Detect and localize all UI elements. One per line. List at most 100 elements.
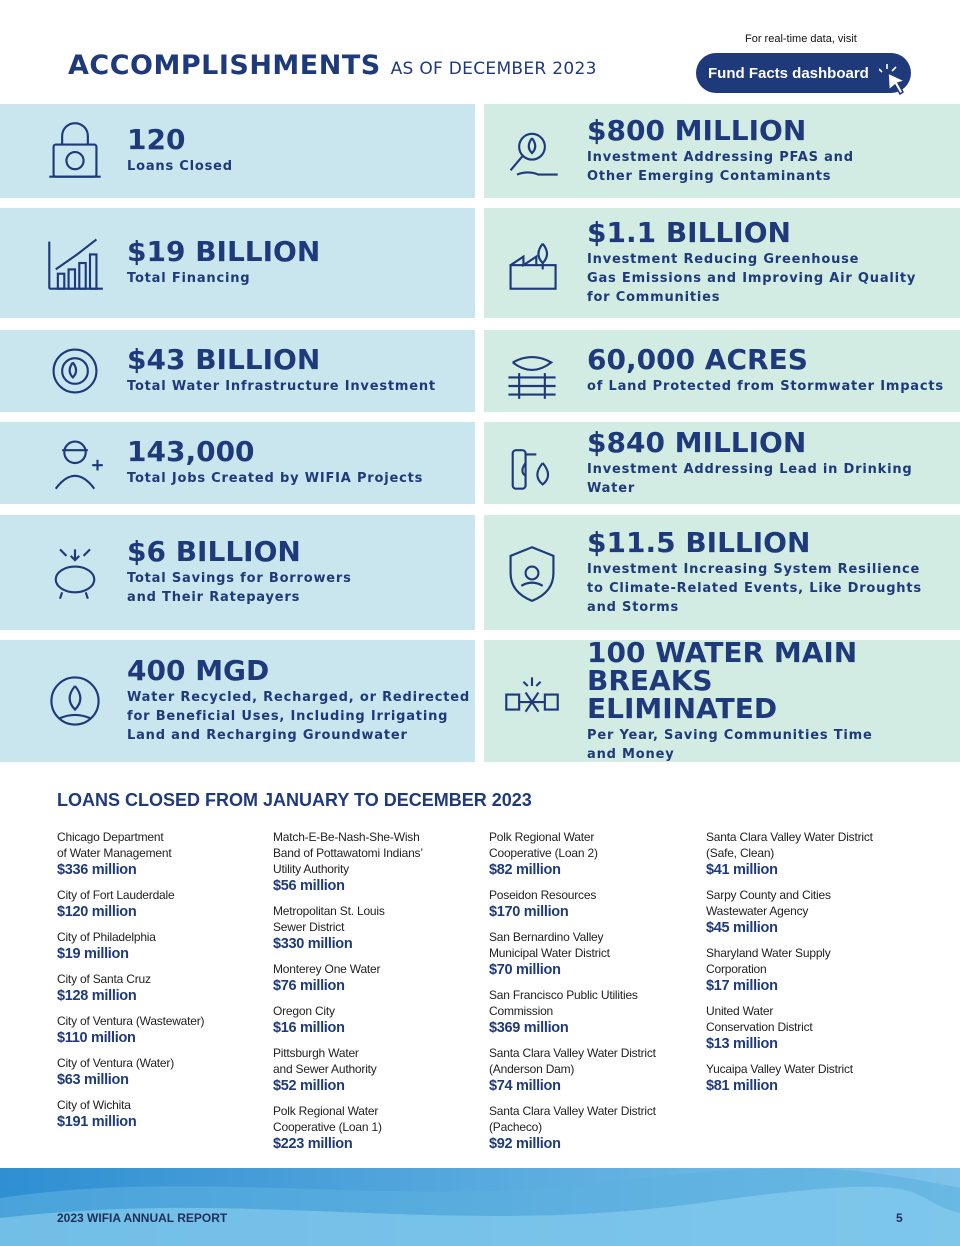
figure: 60,000 ACRES	[587, 343, 808, 376]
loan-name: City of Ventura (Wastewater)	[57, 1014, 205, 1028]
loan-name: Polk Regional Water	[489, 830, 595, 844]
description-line: for Beneficial Uses, Including Irrigatin…	[127, 709, 449, 724]
description: Total Water Infrastructure Investment	[127, 377, 436, 396]
description: Total Financing	[127, 269, 320, 288]
tile-text: $6 BILLION Total Savings for Borrowers and…	[127, 538, 352, 607]
tile-icon	[48, 238, 103, 290]
loan-amount: $17 million	[706, 978, 778, 994]
figure: 143,000	[127, 435, 255, 468]
figure: $11.5 BILLION	[587, 525, 811, 559]
loan-column: Polk Regional Water Cooperative (Loan 2) $…	[489, 829, 699, 1161]
tile-icon	[509, 243, 557, 290]
loan-entry: City of Wichita $191 million	[57, 1097, 267, 1132]
dashboard-button[interactable]: Fund Facts dashboard	[696, 53, 911, 96]
figure: $19 BILLION	[127, 235, 321, 268]
accomplishment-tile: $19 BILLION Total Financing	[0, 208, 475, 318]
loan-amount: $330 million	[273, 936, 353, 952]
button-label: Fund Facts dashboard	[708, 64, 869, 82]
loan-entry: Match-E-Be-Nash-She-Wish Band of Pottawat…	[273, 829, 483, 896]
tile-text: 60,000 ACRES of Land Protected from Storm…	[587, 346, 944, 396]
accomplishment-tile: 120 Loans Closed	[0, 104, 475, 198]
tile-text: 120 Loans Closed	[127, 126, 233, 176]
loan-name: Yucaipa Valley Water District	[706, 1062, 853, 1076]
loan-amount: $13 million	[706, 1036, 778, 1052]
figure: $800 MILLION	[587, 113, 807, 147]
description-line: Land and Recharging Groundwater	[127, 728, 408, 743]
description-line: to Climate-Related Events, Like Droughts	[587, 580, 922, 596]
loan-name: City of Fort Lauderdale	[57, 888, 175, 902]
description-line: Gas Emissions and Improving Air Quality	[587, 271, 917, 286]
tile-text: $19 BILLION Total Financing	[127, 238, 320, 288]
loan-name: Commission	[489, 1004, 554, 1018]
loan-name: Band of Pottawatomi Indians’	[273, 846, 423, 860]
description: Total Jobs Created by WIFIA Projects	[127, 469, 423, 488]
loan-entry: Yucaipa Valley Water District $81 million	[706, 1061, 916, 1096]
loan-amount: $170 million	[489, 904, 569, 920]
footer-page: 5	[896, 1211, 903, 1225]
tile-icon	[511, 449, 550, 490]
description: Investment Reducing Greenhouse Gas Emissi…	[587, 250, 916, 307]
loan-amount: $76 million	[273, 978, 345, 994]
loan-entry: Santa Clara Valley Water District (Pachec…	[489, 1103, 699, 1154]
loan-entry: Sharyland Water Supply Corporation $17 mil…	[706, 945, 916, 996]
description-line: Per Year, Saving Communities Time	[587, 727, 873, 743]
loan-name: Oregon City	[273, 1004, 335, 1018]
tile-text: $800 MILLION Investment Addressing PFAS a…	[587, 113, 854, 186]
description: Investment Increasing System Resilience t…	[587, 560, 922, 617]
figure: 100 WATER MAIN BREAKS ELIMINATED	[587, 635, 858, 725]
accomplishment-tile: 100 WATER MAIN BREAKS ELIMINATED Per Year…	[484, 635, 960, 764]
description-line: Water Recycled, Recharged, or Redirected	[127, 690, 470, 705]
loan-amount: $191 million	[57, 1114, 137, 1130]
description: Investment Addressing PFAS and Other Emer…	[587, 148, 854, 186]
loan-entry: Chicago Department of Water Management $33…	[57, 829, 267, 880]
tile-icon	[54, 440, 103, 490]
description-line: for Communities	[587, 290, 721, 305]
link-note: For real-time data, visit	[745, 33, 857, 45]
tile-icon	[49, 122, 101, 178]
tile-text: $1.1 BILLION Investment Reducing Greenhou…	[587, 219, 916, 307]
description-line: Total Savings for Borrowers	[127, 571, 352, 586]
loan-amount: $16 million	[273, 1020, 345, 1036]
loan-entry: Santa Clara Valley Water District (Safe, …	[706, 829, 916, 880]
description-line: Total Water Infrastructure Investment	[127, 379, 436, 394]
loan-entry: United Water Conservation District $13 mil…	[706, 1003, 916, 1054]
description-line: and Storms	[587, 599, 680, 615]
loan-entry: Monterey One Water $76 million	[273, 961, 483, 996]
figure: 400 MGD	[127, 654, 270, 687]
loan-entry: City of Ventura (Wastewater) $110 million	[57, 1013, 267, 1048]
loan-name: Conservation District	[706, 1020, 813, 1034]
loan-name: San Bernardino Valley	[489, 930, 604, 944]
description-line: Total Jobs Created by WIFIA Projects	[127, 471, 424, 486]
description: Per Year, Saving Communities Time and Mon…	[587, 726, 897, 764]
title-main: ACCOMPLISHMENTS	[68, 50, 381, 81]
loan-column: Chicago Department of Water Management $33…	[57, 829, 267, 1139]
loan-column: Match-E-Be-Nash-She-Wish Band of Pottawat…	[273, 829, 483, 1161]
description: Water Recycled, Recharged, or Redirected…	[127, 688, 470, 745]
tile-icon	[505, 677, 559, 713]
figure: 120	[127, 123, 186, 156]
loan-name: City of Ventura (Water)	[57, 1056, 174, 1070]
loan-name: of Water Management	[57, 846, 172, 860]
loan-entry: Metropolitan St. Louis Sewer District $330…	[273, 903, 483, 954]
loan-name: Cooperative (Loan 1)	[273, 1120, 382, 1134]
loan-name: Pittsburgh Water	[273, 1046, 359, 1060]
loan-name: San Francisco Public Utilities	[489, 988, 638, 1002]
page-title: ACCOMPLISHMENTS AS OF DECEMBER 2023	[68, 50, 597, 81]
description-line: Investment Increasing System Resilience	[587, 561, 921, 577]
loan-name: (Safe, Clean)	[706, 846, 775, 860]
loan-name: Cooperative (Loan 2)	[489, 846, 598, 860]
tile-icon	[50, 676, 100, 726]
loan-entry: Sarpy County and Cities Wastewater Agency…	[706, 887, 916, 938]
loan-entry: Polk Regional Water Cooperative (Loan 2) $…	[489, 829, 699, 880]
description: Investment Addressing Lead in Drinking W…	[587, 460, 960, 498]
loan-amount: $110 million	[57, 1030, 136, 1046]
loan-name: (Anderson Dam)	[489, 1062, 575, 1076]
figure: $1.1 BILLION	[587, 216, 791, 249]
accomplishment-tile: 143,000 Total Jobs Created by WIFIA Proje…	[0, 422, 475, 504]
loan-amount: $369 million	[489, 1020, 569, 1036]
loan-amount: $74 million	[489, 1078, 561, 1094]
tile-text: 400 MGD Water Recycled, Recharged, or Red…	[127, 657, 470, 745]
description-line: Other Emerging Contaminants	[587, 168, 832, 184]
loan-name: Utility Authority	[273, 862, 349, 876]
description-line: Total Financing	[127, 271, 251, 286]
